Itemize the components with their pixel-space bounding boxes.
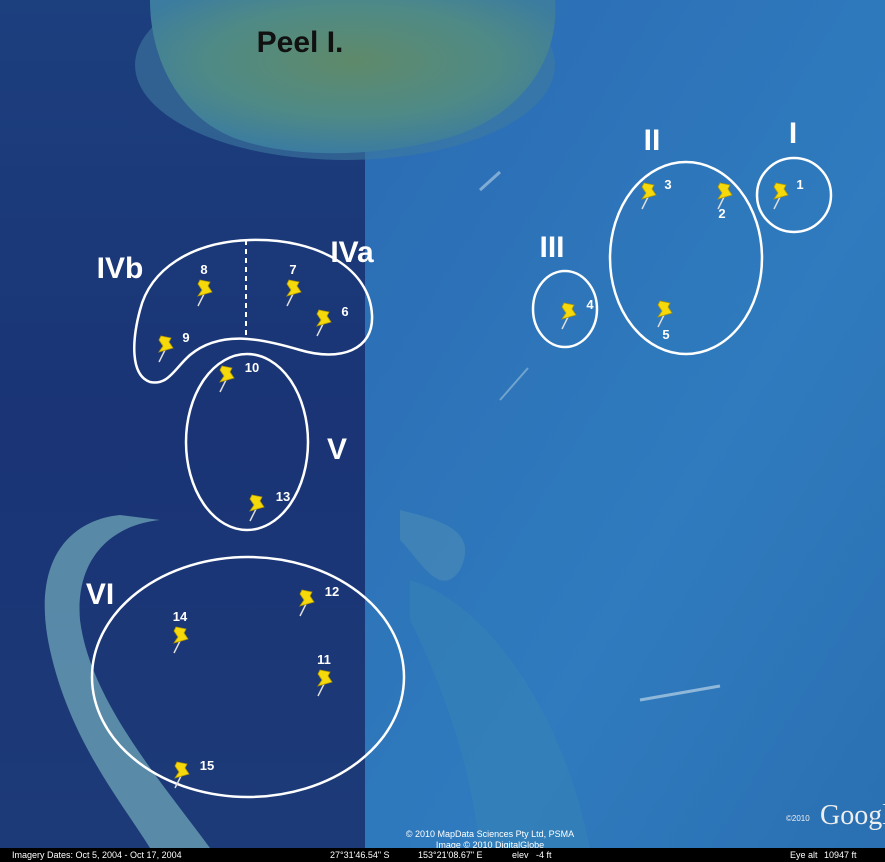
pin-head — [158, 335, 174, 353]
pin-head — [299, 589, 315, 607]
pin-label: 2 — [718, 206, 725, 221]
longitude: 153°21'08.67" E — [418, 850, 483, 860]
pin-needle — [299, 603, 307, 617]
pin-needle — [641, 196, 649, 210]
island-label: Peel I. — [257, 26, 344, 59]
region-outline — [184, 352, 310, 532]
pin-head — [317, 669, 333, 687]
pin-head — [657, 300, 673, 318]
eye-alt-label: Eye alt — [790, 850, 818, 860]
region-label: IVa — [330, 236, 374, 269]
pin — [657, 300, 673, 328]
region-outline — [531, 269, 599, 349]
pin-label: 5 — [662, 327, 669, 342]
pin-head — [316, 309, 332, 327]
pin-head — [641, 182, 657, 200]
imagery-dates: Imagery Dates: Oct 5, 2004 - Oct 17, 200… — [12, 850, 182, 860]
region-label: V — [327, 433, 347, 466]
pin-label: 7 — [289, 262, 296, 277]
overlay — [90, 156, 833, 799]
pin-label: 3 — [664, 177, 671, 192]
elev-value: -4 ft — [536, 850, 552, 860]
pin-head — [173, 626, 189, 644]
pin — [316, 309, 332, 337]
pin-needle — [561, 316, 569, 330]
pin-needle — [317, 683, 325, 697]
region-outline — [90, 555, 406, 799]
pin-needle — [717, 196, 725, 210]
pin-needle — [158, 349, 166, 363]
pin-needle — [197, 293, 205, 307]
logo: Google — [820, 800, 885, 831]
pin — [158, 335, 174, 363]
pin — [249, 494, 265, 522]
pin-label: 15 — [200, 758, 214, 773]
pin-needle — [316, 323, 324, 337]
latitude: 27°31'46.54" S — [330, 850, 390, 860]
region-outline — [755, 156, 833, 234]
region-label: VI — [86, 578, 114, 611]
pin — [641, 182, 657, 210]
pin-label: 9 — [182, 330, 189, 345]
pin-label: 11 — [317, 652, 331, 667]
elev-label: elev — [512, 850, 529, 860]
attribution: © 2010 MapData Sciences Pty Ltd, PSMA — [406, 829, 574, 839]
region-label: IVb — [97, 252, 144, 285]
pin — [173, 626, 189, 654]
pin-label: 4 — [586, 297, 594, 312]
region-outline — [608, 160, 764, 356]
logo-year: ©2010 — [786, 814, 810, 823]
pin-head — [174, 761, 190, 779]
pin — [317, 669, 333, 697]
region-label: II — [644, 124, 661, 157]
region-label: III — [539, 231, 564, 264]
pin-head — [561, 302, 577, 320]
pin — [299, 589, 315, 617]
pin-needle — [173, 640, 181, 654]
pin-head — [197, 279, 213, 297]
pin-label: 13 — [276, 489, 290, 504]
pin-label: 14 — [173, 609, 188, 624]
pin-head — [286, 279, 302, 297]
status-bar — [0, 848, 885, 862]
pin — [197, 279, 213, 307]
pin-label: 6 — [341, 304, 348, 319]
pin-label: 1 — [796, 177, 803, 192]
pin-head — [717, 182, 733, 200]
pin — [286, 279, 302, 307]
pin-head — [773, 182, 789, 200]
pin-head — [219, 365, 235, 383]
pin-needle — [657, 314, 665, 328]
pin-needle — [773, 196, 781, 210]
pin-needle — [174, 775, 182, 789]
pin-label: 8 — [200, 262, 207, 277]
pin-needle — [249, 508, 257, 522]
pin-needle — [286, 293, 294, 307]
pin — [717, 182, 733, 210]
pin — [773, 182, 789, 210]
pin — [174, 761, 190, 789]
pin-head — [249, 494, 265, 512]
region-label: I — [789, 117, 797, 150]
pin-label: 10 — [245, 360, 259, 375]
pin-needle — [219, 379, 227, 393]
region-outline — [133, 238, 374, 384]
pin — [561, 302, 577, 330]
eye-alt-value: 10947 ft — [824, 850, 857, 860]
pin-label: 12 — [325, 584, 339, 599]
attribution: Image © 2010 DigitalGlobe — [436, 840, 544, 850]
pin — [219, 365, 235, 393]
